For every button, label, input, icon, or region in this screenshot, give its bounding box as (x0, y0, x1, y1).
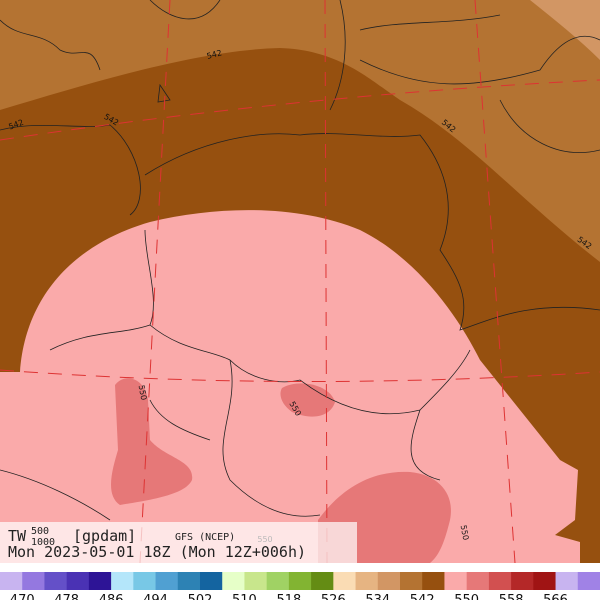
colorbar-swatch (88, 572, 112, 590)
colorbar-swatch (400, 572, 423, 590)
contour-label: 542 (206, 48, 223, 61)
colorbar-swatch (377, 572, 401, 590)
colorbar-swatch (288, 572, 312, 590)
model: GFS (NCEP) (175, 532, 235, 543)
colorbar-label: 510 (232, 593, 257, 600)
colorbar-swatch (177, 572, 201, 590)
colorbar-swatch (333, 572, 357, 590)
colorbar-label: 518 (276, 593, 301, 600)
contour-label: 550 (459, 524, 471, 541)
colorbar-label: 542 (410, 593, 435, 600)
colorbar-label: 550 (454, 593, 479, 600)
colorbar-label: 526 (321, 593, 346, 600)
colorbar-swatch (555, 572, 579, 590)
colorbar-swatch (0, 572, 23, 590)
field-558-blob (111, 378, 193, 505)
colorbar-label: 534 (365, 593, 390, 600)
colorbar-swatch (222, 572, 245, 590)
colorbar-swatch (511, 572, 534, 590)
field-558-blob (280, 383, 335, 417)
graticule (0, 0, 600, 564)
colorbar-swatch (488, 572, 512, 590)
units: [gpdam] (73, 527, 136, 545)
colorbar-swatch (577, 572, 600, 590)
colorbar-label: 558 (499, 593, 524, 600)
variable: TW (8, 527, 27, 545)
borders (0, 0, 600, 521)
colorbar-label: 566 (543, 593, 568, 600)
colorbar-swatch (266, 572, 290, 590)
colorbar-swatch (533, 572, 557, 590)
colorbar-swatch (311, 572, 334, 590)
field-534-542 (0, 0, 600, 262)
colorbar-swatch (244, 572, 268, 590)
colorbar-label: 502 (188, 593, 213, 600)
colorbar-swatch (44, 572, 68, 590)
colorbar-swatch (155, 572, 179, 590)
colorbar-swatch (66, 572, 90, 590)
colorbar-label: 470 (10, 593, 35, 600)
colorbar-label: 494 (143, 593, 168, 600)
colorbar-swatch (422, 572, 445, 590)
level-top: 500 (31, 526, 49, 537)
colorbar-swatch (355, 572, 379, 590)
colorbar-swatch (444, 572, 468, 590)
colorbar-swatch (22, 572, 45, 590)
colorbar-swatch (133, 572, 157, 590)
level-bottom: 1000 (31, 537, 55, 548)
colorbar-swatch (111, 572, 134, 590)
colorbar-swatch (200, 572, 223, 590)
colorbar-swatch (466, 572, 490, 590)
contour-label: 550 (137, 384, 149, 401)
field-526-534 (530, 0, 600, 60)
valid-time: Mon 2023-05-01 18Z (Mon 12Z+006h) (8, 543, 306, 561)
legend-box (0, 522, 357, 563)
colorbar-label: 478 (54, 593, 79, 600)
colorbar-label: 486 (99, 593, 124, 600)
